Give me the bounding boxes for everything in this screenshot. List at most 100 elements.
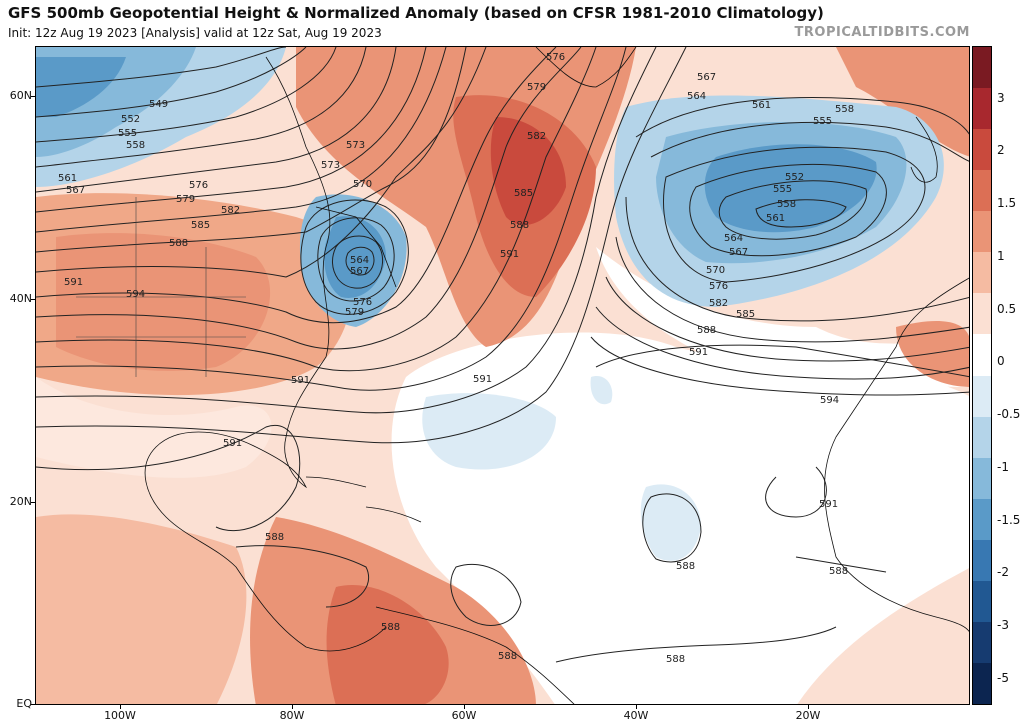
contour-588-mdr [642, 493, 702, 563]
map-panel[interactable]: 549 552 555 558 561 567 573 573 570 576 … [35, 46, 970, 705]
label-549: 549 [149, 99, 168, 110]
colorbar-segment [973, 129, 991, 171]
contour-558 [36, 47, 367, 168]
label-567: 567 [66, 185, 85, 196]
label-585: 585 [191, 220, 210, 231]
lon-label-100w: 100W [104, 709, 136, 722]
lon-label-60w: 60W [451, 709, 477, 722]
lat-label-eq: EQ [16, 697, 32, 710]
coastline-hispaniola [365, 506, 422, 523]
colorbar-label: 3 [997, 91, 1005, 105]
label-573b: 573 [321, 160, 340, 171]
cool-low-core [704, 144, 877, 233]
label-591g: 591 [819, 499, 838, 510]
height-contours [36, 47, 969, 663]
label-552b: 552 [785, 172, 804, 183]
contour-576-east [615, 236, 969, 343]
colorbar-segment [973, 662, 991, 704]
anomaly-map: 549 552 555 558 561 567 573 573 570 576 … [36, 47, 969, 704]
colorbar-segment [973, 621, 991, 663]
label-582b: 582 [527, 131, 546, 142]
label-591b: 591 [500, 249, 519, 260]
lat-tick [31, 502, 35, 503]
contour-552-east [755, 199, 847, 228]
colorbar-segment [973, 580, 991, 622]
colorbar-label: -3 [997, 618, 1009, 632]
map-subtitle: Init: 12z Aug 19 2023 [Analysis] valid a… [8, 26, 382, 40]
contour-588-south [555, 626, 837, 663]
lon-label-20w: 20W [795, 709, 821, 722]
label-555: 555 [118, 128, 137, 139]
contour-588-africa [795, 556, 887, 573]
warm-pacific [36, 514, 247, 704]
lat-tick [31, 299, 35, 300]
lon-tick [636, 705, 637, 709]
label-576d: 576 [709, 281, 728, 292]
coastline-greenland [535, 47, 637, 88]
contour-591-gulf [36, 424, 301, 532]
label-591c: 591 [689, 347, 708, 358]
label-564c: 564 [724, 233, 743, 244]
header: GFS 500mb Geopotential Height & Normaliz… [0, 0, 1024, 46]
label-588g: 588 [381, 622, 400, 633]
colorbar-segment [973, 375, 991, 417]
label-591e: 591 [473, 374, 492, 385]
light-gulf [36, 377, 272, 478]
lat-label-40n: 40N [9, 292, 32, 305]
contour-cutoff-outer [300, 199, 409, 315]
contour-588-west [235, 545, 369, 608]
brand-watermark[interactable]: TROPICALTIDBITS.COM [794, 25, 970, 40]
contour-555-east [718, 180, 868, 240]
label-582c: 582 [709, 298, 728, 309]
label-585c: 585 [736, 309, 755, 320]
label-570b: 570 [706, 265, 725, 276]
label-594: 594 [126, 289, 145, 300]
contour-585 [36, 47, 627, 391]
label-567b: 567 [350, 266, 369, 277]
label-561b: 561 [752, 100, 771, 111]
label-579c: 579 [527, 82, 546, 93]
cool-cutoff-core [324, 216, 386, 298]
label-588b: 588 [510, 220, 529, 231]
neutral-band [596, 247, 969, 387]
colorbar-label: -0.5 [997, 407, 1021, 421]
contour-582-east [605, 276, 969, 362]
coastlines [76, 47, 969, 704]
contour-588-east [590, 336, 969, 396]
colorbar-segment [973, 293, 991, 335]
contour-cutoff-2 [317, 217, 395, 302]
warm-ne [836, 47, 969, 157]
contour-588 [36, 47, 657, 414]
contour-591-mdr [765, 466, 827, 518]
label-576: 576 [189, 180, 208, 191]
colorbar-label: 1 [997, 249, 1005, 263]
label-588e: 588 [676, 561, 695, 572]
contour-591 [36, 47, 687, 444]
label-552: 552 [121, 114, 140, 125]
contour-555 [36, 47, 337, 143]
contour-549 [36, 47, 287, 88]
colorbar-segment [973, 252, 991, 294]
contour-558-east [689, 163, 887, 257]
colorbar [972, 46, 992, 705]
contour-585-east [595, 306, 969, 380]
label-591d: 591 [291, 375, 310, 386]
colorbar-segment [973, 170, 991, 212]
contour-579 [36, 47, 582, 350]
colorbar-label: 1.5 [997, 196, 1017, 210]
lat-label-60n: 60N [9, 89, 32, 102]
lon-label-40w: 40W [623, 709, 649, 722]
colorbar-segment [973, 539, 991, 581]
warm-us-core [56, 233, 271, 371]
cool-nw-core [36, 57, 126, 117]
lat-tick [31, 96, 35, 97]
label-573: 573 [346, 140, 365, 151]
lon-tick [292, 705, 293, 709]
contour-567-east [635, 97, 969, 138]
label-585b: 585 [514, 188, 533, 199]
label-570: 570 [353, 179, 372, 190]
map-title: GFS 500mb Geopotential Height & Normaliz… [8, 4, 824, 22]
label-588i: 588 [666, 654, 685, 665]
label-558c: 558 [777, 199, 796, 210]
warm-sa-core [326, 585, 449, 704]
